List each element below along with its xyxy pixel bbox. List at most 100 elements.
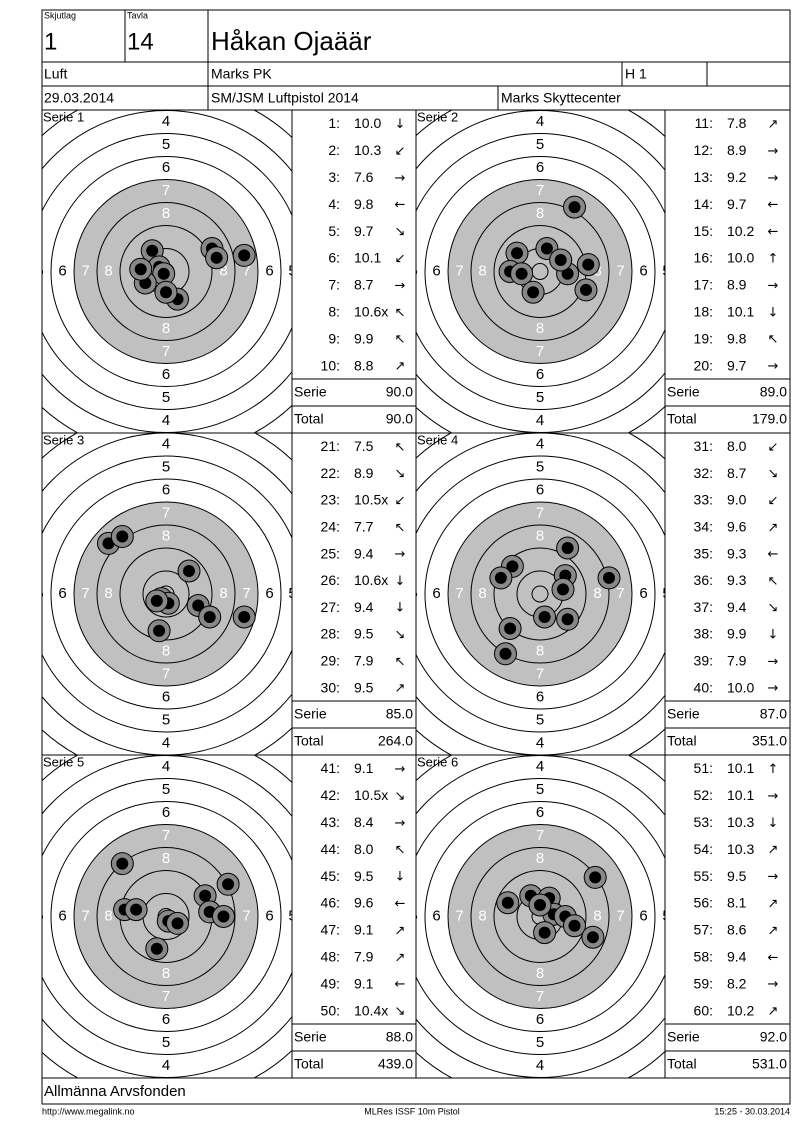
ring [119,225,213,318]
shot-score: 9.6 [727,519,747,535]
serie-sum: 87.0 [760,706,787,722]
shot-score: 10.0 [727,250,754,266]
ring-label: 7 [81,585,89,602]
software: MLRes ISSF 10m Pistol [364,1106,460,1116]
serie-sum: 88.0 [386,1029,413,1045]
ring-label: 4 [536,435,544,452]
shot-score: 9.0 [727,492,747,508]
ring-label: 5 [536,458,544,475]
shot-score: 9.9 [727,626,747,642]
serie-label: Serie [294,706,327,722]
shot-score: 8.9 [727,142,747,158]
ring-label: 7 [162,665,170,682]
shot-direction: ↘ [768,467,779,482]
shot-direction: ↑ [768,762,779,777]
shooter-name: Håkan Ojaäär [211,26,372,56]
shot-score: 8.4 [354,814,374,830]
shot-no: 9: [328,330,340,346]
shot-direction: → [768,681,779,696]
shot-core [582,258,595,271]
ring-label: 5 [662,907,670,924]
ring-label: 7 [81,907,89,924]
shot-score: 10.3 [727,814,754,830]
black-area [448,502,632,686]
shot-no: 46: [321,895,340,911]
serie-sum: 85.0 [386,706,413,722]
ring-label: 7 [536,182,544,199]
shot-core [150,942,163,955]
shot-score: 10.4x [354,1002,388,1018]
shot-score: 9.7 [727,357,747,373]
shot-score: 7.9 [354,653,374,669]
shot-direction: ↘ [395,1004,406,1019]
ring-label: 7 [616,262,624,279]
shot-core [217,910,230,923]
shot-no: 11: [695,115,713,131]
shot-no: 4: [328,196,340,212]
ring-label: 8 [536,205,544,222]
ring-label: 5 [409,907,417,924]
shot-score: 9.9 [354,330,374,346]
shot-direction: ← [768,198,779,213]
ring-label: 7 [162,504,170,521]
serie-sum: 90.0 [386,384,413,400]
shot-core [554,254,567,266]
ring-label: 8 [536,965,544,982]
ring [416,133,665,410]
total-sum: 90.0 [386,411,413,427]
shot-direction: → [768,278,779,293]
ring-label: 8 [162,642,170,659]
shot-core [494,571,507,584]
shot-no: 6: [328,250,340,266]
serie-title: Serie 6 [417,754,458,769]
ring-label: 8 [162,205,170,222]
shot-score: 7.7 [354,519,374,535]
timestamp: 15:25 - 30.03.2014 [714,1106,790,1116]
serie-title: Serie 2 [417,109,458,124]
shot-direction: ↗ [768,896,779,911]
shot-no: 3: [328,169,340,185]
shot-core [506,560,519,573]
ring-label: 7 [162,988,170,1005]
shot-no: 15: [694,223,713,239]
shot-core [199,889,212,902]
total-sum: 351.0 [752,733,787,749]
shot-score: 9.8 [727,330,747,346]
shot-no: 37: [694,599,713,615]
shot-score: 9.1 [354,922,374,938]
shot-no: 22: [321,465,340,481]
shot-direction: ↖ [395,843,406,858]
ring-label: 7 [242,585,250,602]
shot-direction: ↓ [395,870,406,885]
serie-title: Serie 4 [417,432,458,447]
ring-label: 5 [162,136,170,153]
shot-direction: → [768,171,779,186]
target-no: 14 [127,28,154,55]
shot-no: 7: [328,277,340,293]
shot-direction: ↙ [768,440,779,455]
ring-label: 6 [536,688,544,705]
shot-no: 5: [328,223,340,239]
ring-label: 6 [58,262,66,279]
shot-core [504,622,517,635]
ring [424,801,656,1032]
shot-direction: ← [768,547,779,562]
shot-core [538,611,551,623]
ring [73,179,259,364]
shot-no: 27: [321,599,340,615]
ring [424,478,656,710]
shot-no: 54: [694,841,713,857]
shot-score: 9.5 [354,868,374,884]
shot-direction: ↖ [395,654,406,669]
shot-score: 10.0 [727,679,754,695]
shot-core [568,919,581,932]
ring-label: 5 [536,1034,544,1051]
shot-score: 9.8 [354,196,374,212]
ring [447,501,633,687]
ring [447,824,633,1009]
shot-no: 59: [694,975,713,991]
ring-label: 5 [536,389,544,406]
